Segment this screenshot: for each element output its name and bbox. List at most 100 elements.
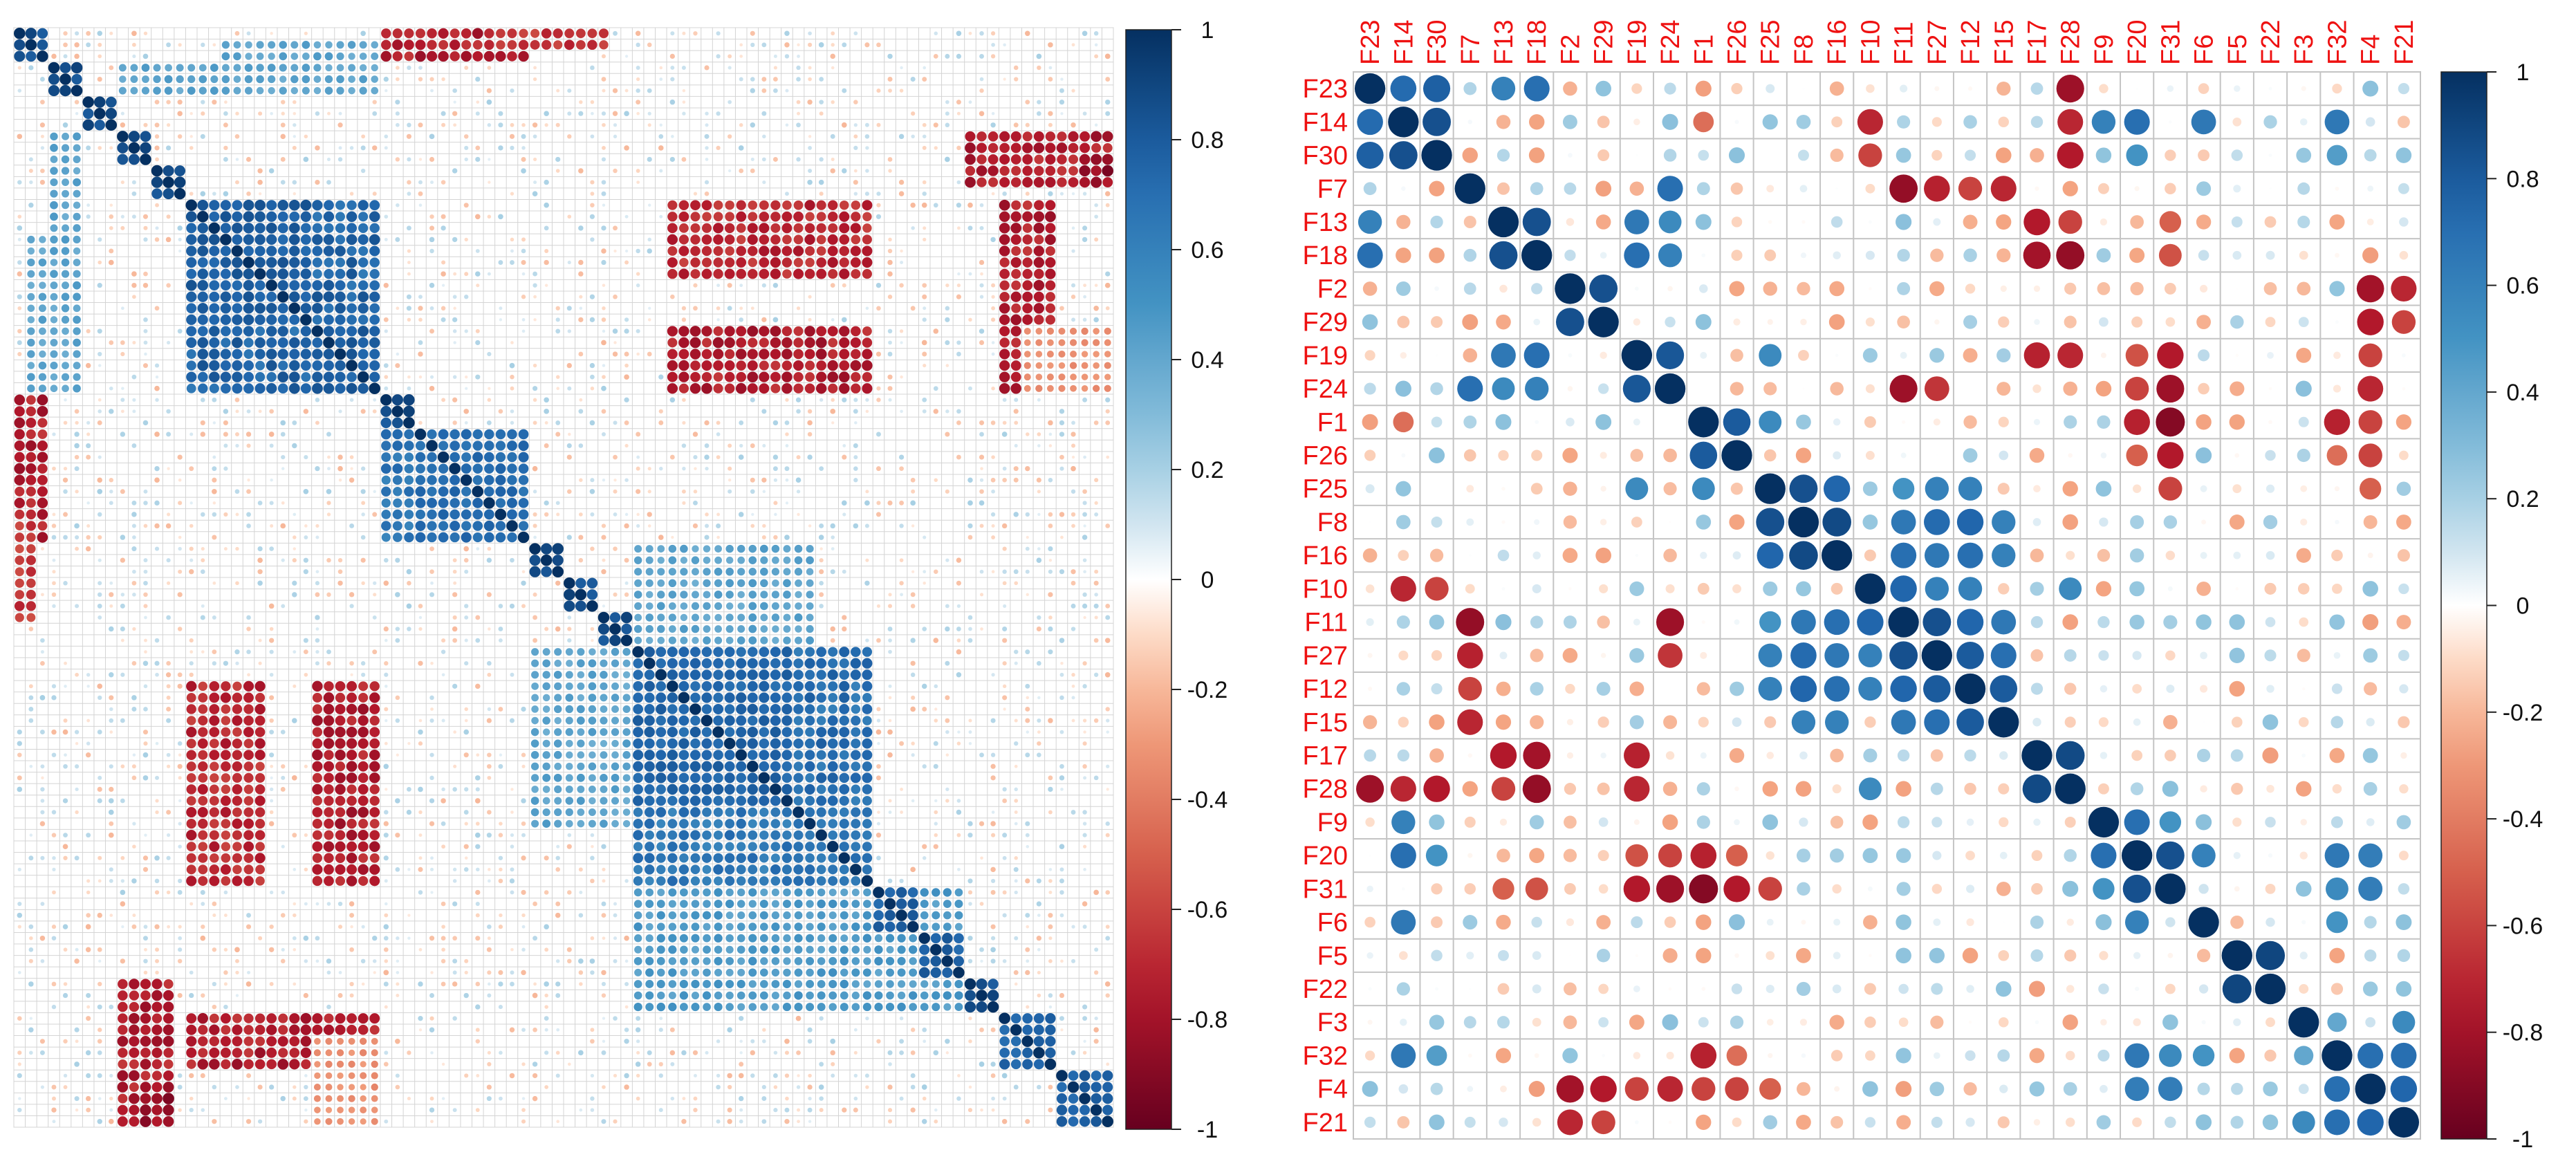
left-heatmap-cell [74, 730, 80, 734]
left-heatmap-cell [464, 295, 469, 299]
left-heatmap-cell [865, 398, 869, 402]
left-heatmap-cell [851, 784, 861, 795]
left-heatmap-cell [1071, 580, 1076, 586]
left-heatmap-cell [956, 409, 961, 414]
left-heatmap-cell [293, 512, 297, 517]
left-heatmap-cell [27, 270, 35, 278]
left-heatmap-cell [793, 371, 804, 382]
left-heatmap-cell [268, 432, 275, 437]
left-heatmap-cell [255, 360, 265, 371]
left-heatmap-cell [793, 200, 804, 210]
left-heatmap-cell [120, 901, 126, 907]
left-heatmap-cell [739, 123, 743, 127]
left-heatmap-cell [369, 875, 380, 887]
left-heatmap-cell [243, 279, 254, 291]
left-heatmap-cell [770, 692, 781, 703]
left-heatmap-cell [887, 271, 893, 277]
left-heatmap-cell [804, 738, 815, 749]
left-heatmap-cell [566, 844, 572, 849]
left-heatmap-cell [198, 64, 207, 72]
left-heatmap-cell [118, 990, 128, 1001]
left-heatmap-cell [682, 31, 686, 35]
left-heatmap-cell [1002, 798, 1008, 804]
left-heatmap-cell [839, 692, 850, 703]
left-heatmap-cell [198, 875, 208, 886]
left-heatmap-cell [337, 465, 343, 472]
left-heatmap-cell [269, 730, 275, 734]
left-heatmap-cell [346, 750, 358, 761]
left-heatmap-cell [26, 452, 37, 463]
left-heatmap-cell [97, 283, 102, 288]
left-heatmap-cell [964, 1001, 976, 1013]
left-heatmap-cell [312, 875, 323, 887]
left-heatmap-cell [464, 638, 468, 642]
left-heatmap-cell [109, 409, 114, 414]
left-heatmap-cell [437, 451, 450, 463]
left-heatmap-cell [268, 86, 275, 95]
left-heatmap-cell [840, 934, 849, 943]
left-heatmap-cell [748, 715, 758, 726]
left-heatmap-cell [324, 1013, 334, 1023]
left-heatmap-cell [968, 719, 972, 723]
left-heatmap-cell [415, 520, 426, 531]
left-heatmap-cell [1026, 432, 1030, 436]
left-heatmap-cell [1083, 1039, 1086, 1043]
left-heatmap-cell [254, 291, 266, 302]
left-heatmap-cell [850, 245, 861, 257]
left-heatmap-cell [118, 64, 127, 72]
left-heatmap-cell [713, 750, 723, 761]
left-heatmap-cell [201, 902, 205, 906]
left-heatmap-cell [280, 786, 286, 792]
left-heatmap-cell [793, 784, 804, 795]
left-heatmap-cell [1094, 615, 1098, 620]
left-heatmap-cell [945, 695, 950, 701]
left-heatmap-cell [406, 225, 411, 231]
left-heatmap-cell [590, 192, 595, 196]
left-heatmap-cell [555, 306, 560, 310]
left-heatmap-cell [1102, 154, 1113, 165]
left-heatmap-cell [163, 1013, 174, 1024]
left-heatmap-cell [724, 784, 735, 795]
left-heatmap-cell [338, 925, 343, 929]
left-heatmap-cell [967, 523, 973, 529]
left-heatmap-cell [828, 864, 838, 875]
left-heatmap-cell [475, 981, 481, 987]
left-heatmap-cell [392, 429, 403, 440]
left-heatmap-cell [232, 1036, 243, 1047]
left-heatmap-cell [441, 111, 446, 116]
left-heatmap-cell [725, 956, 734, 965]
left-heatmap-cell [40, 959, 45, 963]
left-heatmap-cell [243, 326, 254, 337]
left-heatmap-cell [369, 280, 380, 290]
left-heatmap-cell [622, 797, 631, 805]
left-heatmap-cell [827, 212, 838, 222]
left-heatmap-cell [578, 958, 584, 964]
left-heatmap-cell [166, 615, 171, 620]
left-heatmap-cell [429, 248, 434, 254]
left-heatmap-cell [624, 328, 629, 334]
left-heatmap-cell [197, 807, 208, 818]
left-heatmap-cell [875, 833, 882, 838]
left-heatmap-cell [633, 888, 642, 897]
left-heatmap-cell [804, 864, 815, 875]
left-heatmap-cell [1082, 535, 1088, 540]
left-heatmap-cell [633, 818, 643, 829]
left-heatmap-cell [120, 432, 126, 437]
left-heatmap-cell [463, 546, 470, 552]
left-heatmap-cell [109, 490, 113, 494]
left-heatmap-cell [1104, 384, 1111, 392]
left-heatmap-cell [922, 145, 927, 150]
left-heatmap-cell [212, 1004, 217, 1010]
left-heatmap-cell [851, 349, 861, 360]
left-heatmap-cell [142, 75, 149, 83]
left-heatmap-cell [736, 876, 746, 886]
left-heatmap-cell [680, 888, 688, 897]
left-heatmap-cell [533, 180, 537, 185]
left-heatmap-cell [15, 613, 24, 622]
left-heatmap-cell [831, 547, 835, 550]
left-heatmap-cell [851, 761, 861, 772]
left-heatmap-cell [862, 647, 873, 657]
left-heatmap-cell [898, 133, 905, 140]
left-heatmap-cell [863, 888, 871, 897]
left-heatmap-cell [510, 890, 515, 895]
